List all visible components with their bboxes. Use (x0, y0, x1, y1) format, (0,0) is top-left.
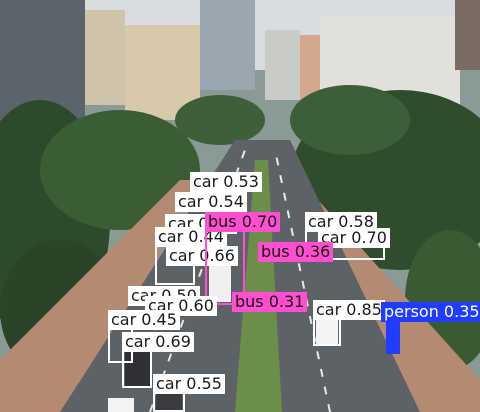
detection-label: car 0.45 (108, 310, 180, 330)
vehicles (108, 262, 398, 412)
detection-label: car 0.58 (305, 212, 377, 232)
detection-label: car 0.55 (153, 374, 225, 394)
detection-label: person 0.35 (381, 302, 480, 322)
detection-label: bus 0.31 (232, 292, 308, 312)
detection-car[interactable]: car 0.85 (313, 300, 385, 346)
detection-label: bus 0.36 (258, 242, 334, 262)
detection-label: car 0.70 (318, 228, 390, 248)
detection-bus[interactable]: bus 0.70 (205, 212, 281, 305)
detection-car[interactable]: car 0.69 (122, 332, 194, 388)
detection-label: car 0.85 (313, 300, 385, 320)
detection-car[interactable]: car 0.70 (318, 228, 413, 264)
detection-person[interactable]: person 0.35 (381, 302, 480, 354)
lane-lines (149, 149, 331, 412)
sidewalk-left (0, 180, 195, 412)
detection-label: car 0.53 (190, 172, 262, 192)
detection-label: car 0.54 (175, 192, 247, 212)
detection-label: car 0.66 (166, 246, 238, 266)
detection-label: bus 0.70 (205, 212, 281, 232)
detection-car[interactable]: car 0.55 (153, 374, 225, 412)
detection-label: car 0.69 (122, 332, 194, 352)
